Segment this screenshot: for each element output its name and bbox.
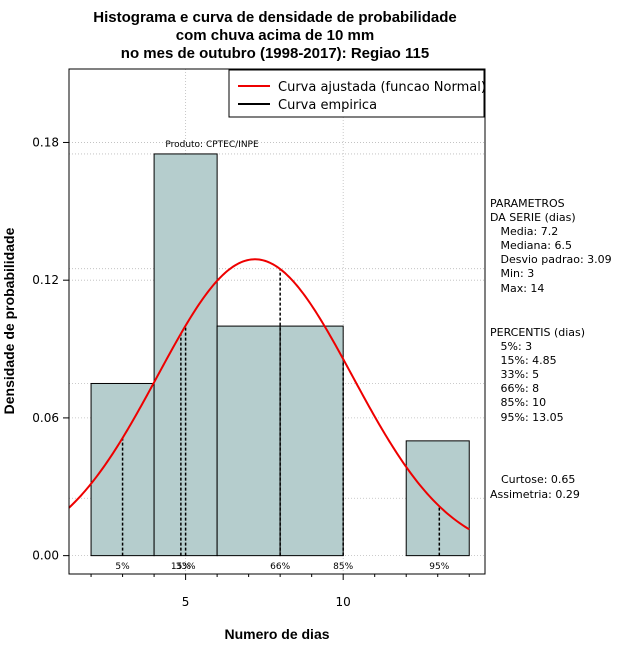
percentile-line: 5%: 3 [490,340,532,353]
chart-title-line-1: Histograma e curva de densidade de proba… [93,9,456,26]
percentile-label: 66% [270,562,290,572]
credit-label: Produto: CPTEC/INPE [165,140,259,150]
skewness-line: Assimetria: 0.29 [490,488,580,501]
histogram-bar [279,325,344,557]
legend-box [228,69,485,118]
x-axis-title: Numero de dias [224,626,329,642]
percentile-label: 15% [171,562,191,572]
param-line: DA SERIE (dias) [490,211,576,224]
percentile-label: 5% [115,562,130,572]
x-tick-label: 5 [182,595,190,609]
percentile-label: 85% [333,562,353,572]
parameters-panel: PARAMETROS DA SERIE (dias) Media: 7.2 Me… [490,197,612,295]
histogram-bar [216,325,281,557]
y-tick-label: 0.12 [32,273,59,287]
y-axis-title: Densidade de probabilidade [1,227,17,414]
fitted-curve-layer [68,258,470,531]
plot-frame [68,68,486,575]
chart-title-line-3: no mes de outubro (1998-2017): Regiao 11… [121,45,429,62]
percentile-line: 85%: 10 [490,396,546,409]
param-line: Min: 3 [490,267,534,280]
param-line: PARAMETROS [490,197,565,210]
x-tick-label: 10 [336,595,351,609]
percentile-line: 33%: 5 [490,368,539,381]
chart-title-line-2: com chuva acima de 10 mm [176,27,374,44]
kurtosis-line: Curtose: 0.65 [501,473,575,486]
percentile-line: 15%: 4.85 [490,354,557,367]
legend: Curva ajustada (funcao Normal) Curva emp… [228,69,486,118]
param-line: Max: 14 [490,282,544,295]
y-tick-label: 0.18 [32,135,59,149]
percentile-lines: 5% 15%33% 66% 85% 95% [115,269,450,572]
y-tick-label: 0.00 [32,549,59,563]
shape-stats-panel: Curtose: 0.65 Assimetria: 0.29 [490,473,580,501]
percentile-label: 33% [176,562,196,572]
percentile-line: 66%: 8 [490,382,539,395]
legend-label-fitted: Curva ajustada (funcao Normal) [278,80,486,95]
fitted-normal-curve [68,258,470,531]
param-line: Mediana: 6.5 [490,239,572,252]
percentile-line: 95%: 13.05 [490,411,564,424]
param-line: Media: 7.2 [490,225,558,238]
percentile-line: PERCENTIS (dias) [490,326,585,339]
legend-label-empirical: Curva empirica [278,98,377,113]
y-tick-label: 0.06 [32,411,59,425]
percentiles-panel: PERCENTIS (dias) 5%: 3 15%: 4.85 33%: 5 … [490,326,585,424]
param-line: Desvio padrao: 3.09 [490,253,612,266]
percentile-label: 95% [429,562,449,572]
axes: 0.00 0.06 0.12 0.18 5 10 [32,135,470,609]
histogram-bar [405,440,470,557]
